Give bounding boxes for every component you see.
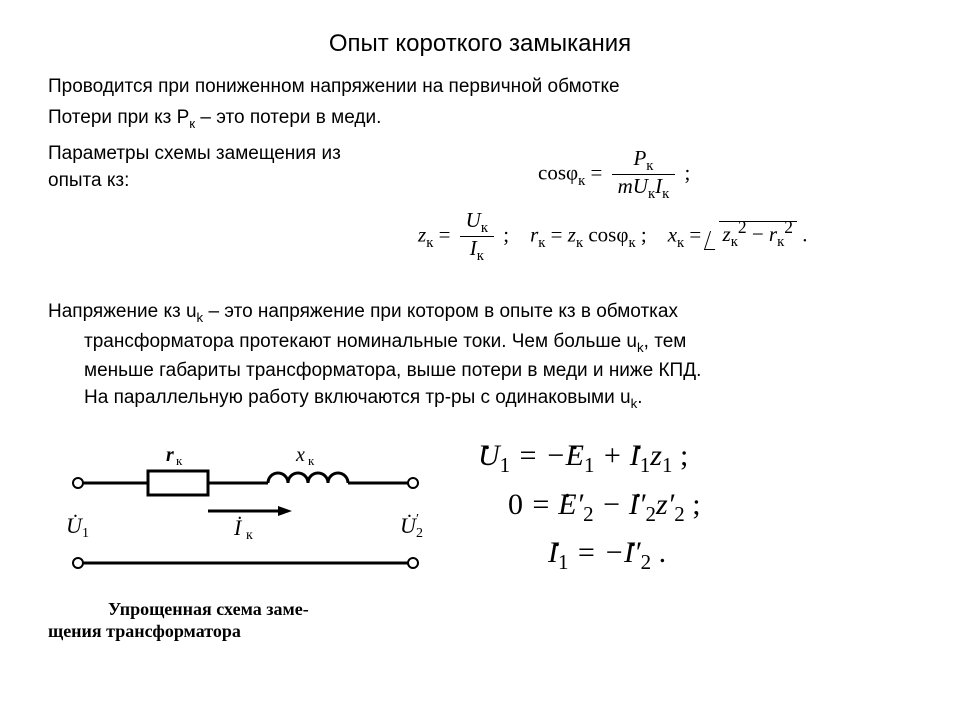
para-a: Напряжение кз u [48,301,197,322]
f1-num-a: P [633,146,646,170]
p2-text-b: – это потери в меди. [195,107,381,128]
formula-cos-phi: cosφк = Pк mUкIк ; [418,147,912,203]
svg-text:к: к [308,453,315,468]
equation-3: I1 = −I′2 . [478,530,912,579]
f1-lhs-sub: к [578,173,585,189]
paragraph-main: Напряжение кз u k – это напряжение при ко… [48,298,912,413]
formula-row-2: zк = Uк Iк ; rк = zк cosφк ; xк = zк2 − … [418,209,912,265]
f1-den-a: mU [618,174,648,198]
sqrt: zк2 − rк2 [707,217,798,251]
params-label: Параметры схемы замещения из опыта кз: [48,141,418,194]
page-title: Опыт короткого замыкания [48,30,912,58]
svg-text:2: 2 [416,526,423,541]
circuit-diagram: r к x к İ к U̇ 1 U̇ ′ 2 [48,423,458,593]
p2-text-a: Потери при кз P [48,107,189,128]
f2-cosk: к [628,235,635,251]
f2-z2: z [568,222,576,246]
f2-frac: Uк Iк [460,209,494,265]
formula-block: cosφк = Pк mUкIк ; zк = Uк Iк ; rк = [418,141,912,270]
para-e: меньше габариты трансформатора, выше пот… [48,357,912,385]
para-sub2: k [637,339,644,354]
caption-l2: щения трансформатора [48,621,478,643]
sep1: ; [503,222,530,246]
para-d: , тем [644,331,687,352]
equations-block: U1 = −E1 + I1z1 ; 0 = E′2 − I′2z′2 ; I1 … [478,423,912,642]
f2-cos: cosφ [588,222,628,246]
paragraph-2: Потери при кз Pк – это потери в меди. [48,105,912,133]
f2-U: U [466,208,481,232]
f2-zk: к [426,235,433,251]
f2-xk: к [677,235,684,251]
f2-I: I [470,236,477,260]
svg-text:к: к [176,453,183,468]
eq: = [439,222,456,246]
para-f: На параллельную работу включаются тр-ры … [84,387,631,408]
sq-zk: к [731,235,738,251]
f2-z: z [418,222,426,246]
semicolon: ; [684,161,690,185]
sq-r: r [769,222,777,246]
sq-z: z [723,222,731,246]
f1-num-sub: к [646,158,653,174]
svg-text:r: r [166,444,174,466]
equation-1: U1 = −E1 + I1z1 ; [478,433,912,482]
svg-text:1: 1 [82,526,89,541]
dot-end: . [802,222,807,246]
svg-text:к: к [246,528,253,543]
caption-l1: Упрощенная схема заме- [48,599,478,621]
params-label-l2: опыта кз: [48,168,418,195]
sq-2b: 2 [784,217,793,237]
f2-Uk: к [481,220,488,236]
f2-zk2: к [576,235,583,251]
para-g: . [637,387,642,408]
f1-lhs: cosφ [538,161,578,185]
equals: = [591,161,608,185]
f2-Ik: к [477,248,484,264]
para-c: трансформатора протекают номинальные ток… [84,331,637,352]
sq-2a: 2 [738,217,747,237]
f1-fraction: Pк mUкIк [612,147,676,203]
f2-rk: к [538,235,545,251]
circuit-caption: Упрощенная схема заме- щения трансформат… [48,599,478,642]
paragraph-1: Проводится при пониженном напряжении на … [48,74,912,101]
sep2: ; [641,222,668,246]
svg-text:İ: İ [233,515,243,540]
eq2: = [551,222,568,246]
para-b: – это напряжение при котором в опыте кз … [203,301,678,322]
svg-text:x: x [295,444,305,466]
equation-2: 0 = E′2 − I′2z′2 ; [478,482,912,531]
params-label-l1: Параметры схемы замещения из [48,141,418,168]
svg-text:′: ′ [416,512,419,527]
f2-x: x [668,222,677,246]
f1-den-sub2: к [662,187,669,203]
eq3: = [689,222,706,246]
